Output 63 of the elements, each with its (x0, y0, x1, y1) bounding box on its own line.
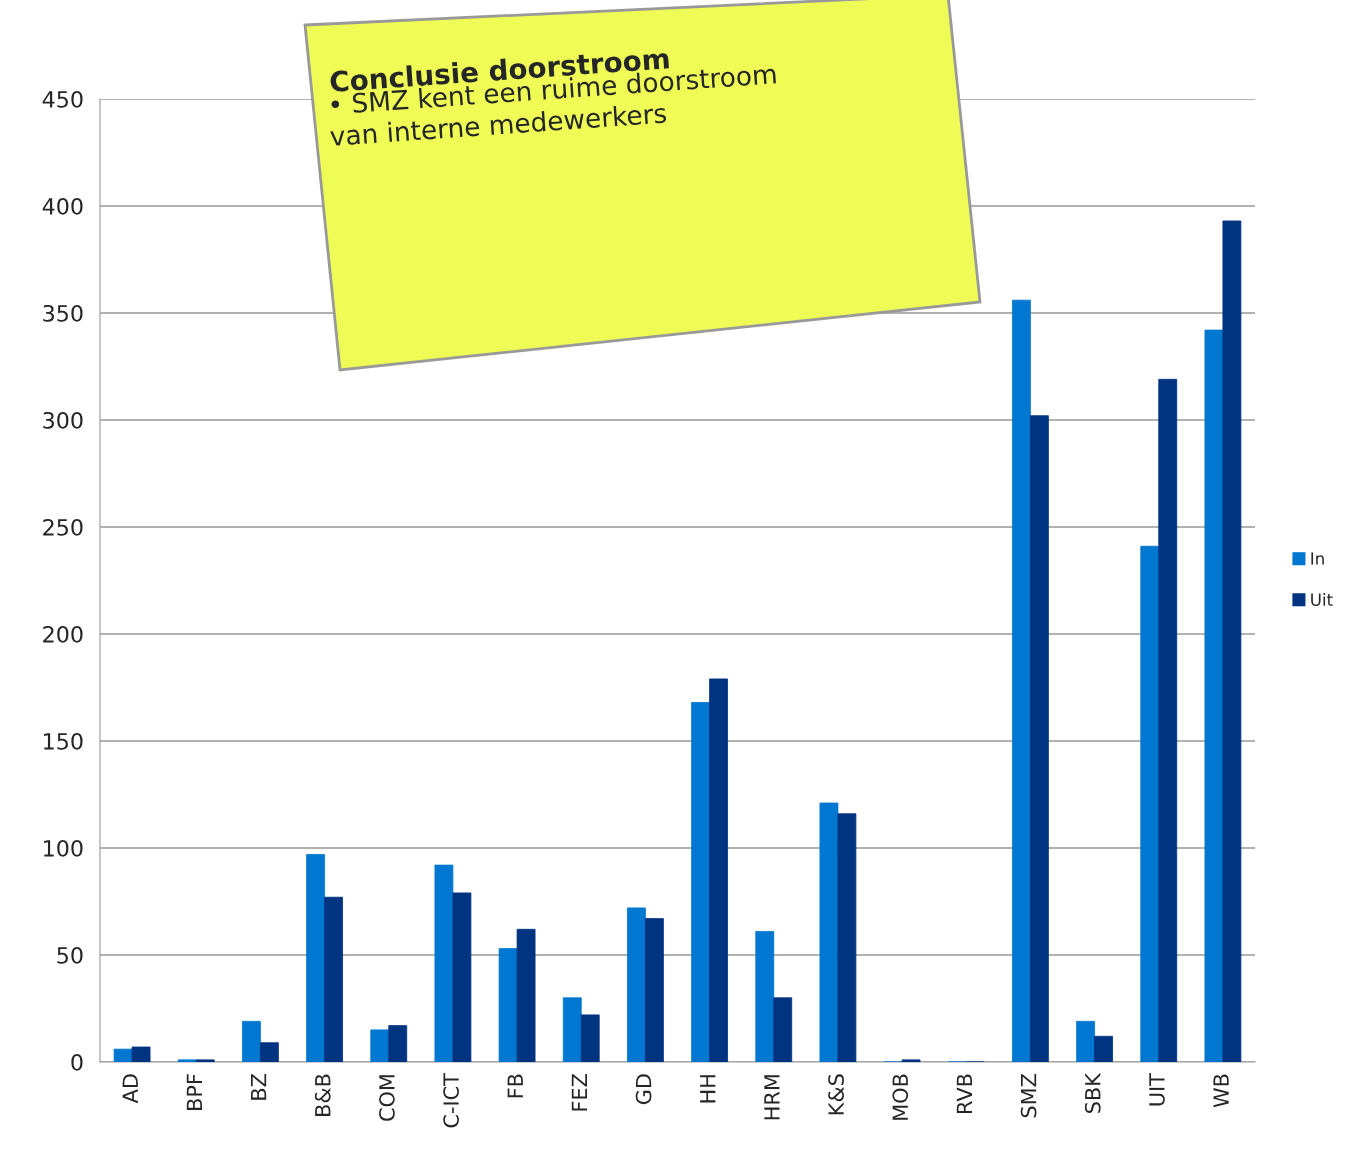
bar (260, 1042, 279, 1062)
bar (819, 802, 839, 1062)
bar (562, 997, 582, 1062)
bar (1204, 329, 1224, 1062)
x-tick-label: AD (122, 1074, 138, 1104)
bar (901, 1059, 921, 1062)
bar (306, 854, 325, 1062)
x-tick-label: COM (379, 1075, 395, 1121)
y-tick-label: 350 (43, 304, 83, 322)
x-tick-label: BPF (186, 1074, 202, 1110)
y-tick-label: 450 (42, 90, 83, 108)
bar (177, 1059, 197, 1062)
x-tick-label: FB (507, 1074, 523, 1098)
bar (1012, 299, 1031, 1062)
bar (131, 1046, 151, 1062)
bar (195, 1059, 215, 1062)
bar (388, 1025, 408, 1062)
bar (113, 1048, 133, 1062)
y-tick-label: 400 (42, 197, 83, 215)
bar (773, 997, 793, 1062)
bar (324, 896, 343, 1062)
bar (242, 1020, 261, 1062)
x-tick-label: SMZ (1020, 1074, 1037, 1118)
x-tick-label: HH (700, 1075, 716, 1103)
x-tick-label: GD (635, 1074, 652, 1105)
x-tick-label: B&B (314, 1074, 331, 1116)
bar (755, 931, 775, 1062)
x-tick-label: RVB (956, 1074, 972, 1113)
y-tick-label: 250 (43, 518, 83, 536)
x-tick-label: K&S (828, 1074, 844, 1115)
y-tick-label: 50 (57, 946, 83, 964)
bar (580, 1014, 600, 1062)
bar (691, 702, 710, 1062)
x-tick-label: UIT (1149, 1073, 1165, 1106)
x-tick-label: WB (1213, 1074, 1229, 1108)
x-tick-label: C-ICT (443, 1073, 459, 1128)
legend-label: In (1311, 552, 1324, 565)
y-tick-label: 150 (44, 732, 83, 750)
bar (370, 1029, 390, 1062)
x-tick-label: HRM (764, 1075, 780, 1120)
bar (709, 678, 728, 1062)
y-tick-label: 200 (43, 625, 83, 643)
y-tick-label: 100 (44, 839, 83, 857)
x-tick-label: BZ (250, 1074, 267, 1100)
x-tick-label: SBK (1084, 1072, 1101, 1113)
y-tick-label: 300 (43, 411, 83, 429)
x-tick-label: MOB (892, 1074, 909, 1120)
bar (452, 892, 472, 1062)
y-tick-label: 0 (71, 1053, 83, 1071)
bar (645, 918, 664, 1062)
bar (1140, 545, 1160, 1062)
bar (498, 948, 518, 1062)
legend-label: Uit (1311, 593, 1333, 606)
bar (1222, 220, 1242, 1062)
bar (837, 813, 857, 1062)
bar (1076, 1020, 1095, 1062)
bar (1158, 378, 1178, 1062)
bar (516, 928, 536, 1062)
bar (434, 864, 454, 1062)
bar (627, 907, 646, 1062)
x-tick-label: FEZ (571, 1074, 587, 1111)
bar (1030, 415, 1049, 1062)
bar (1094, 1035, 1113, 1062)
